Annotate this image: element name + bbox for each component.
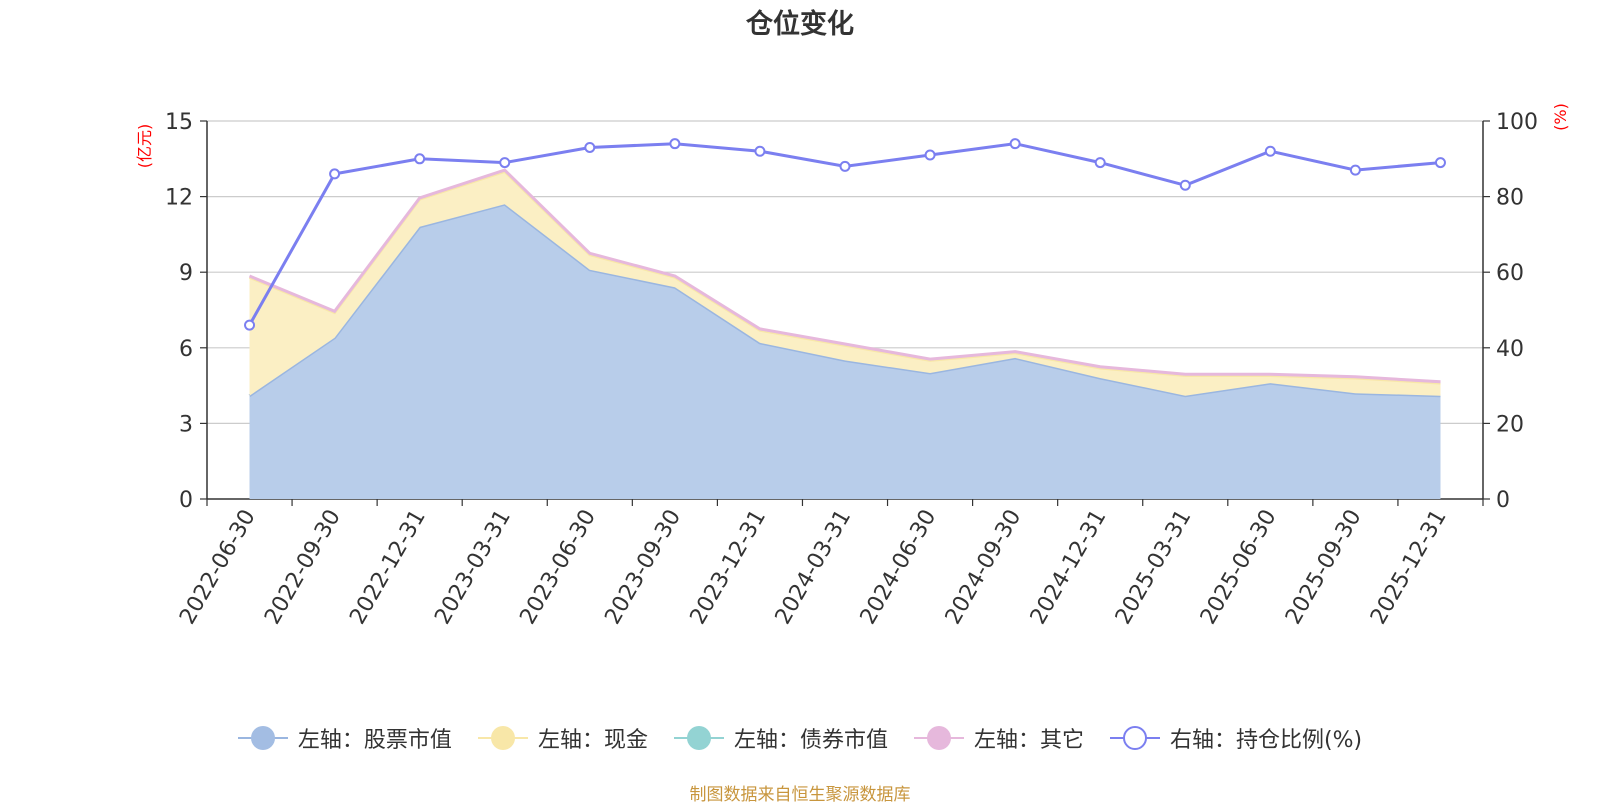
- legend-item[interactable]: 左轴：股票市值: [237, 722, 452, 754]
- legend-swatch-icon: [1109, 725, 1160, 751]
- legend-label: 左轴：股票市值: [297, 728, 452, 753]
- legend-item[interactable]: 左轴：债券市值: [673, 722, 888, 754]
- right-tick-label: 40: [1496, 337, 1524, 362]
- legend-swatch-icon: [237, 725, 288, 751]
- legend-item[interactable]: 左轴：现金: [477, 722, 648, 754]
- x-tick-label: 2023-12-31: [686, 506, 772, 629]
- position-ratio-point: [1094, 157, 1106, 169]
- legend-label: 左轴：其它: [973, 728, 1084, 753]
- x-tick-label: 2025-03-31: [1111, 506, 1197, 629]
- position-ratio-point: [924, 149, 936, 161]
- right-tick-label: 0: [1496, 488, 1510, 513]
- x-tick-label: 2024-09-30: [941, 506, 1027, 629]
- legend-item[interactable]: 右轴：持仓比例(%): [1109, 722, 1363, 754]
- x-tick-label: 2024-06-30: [856, 506, 942, 629]
- position-ratio-point: [1009, 138, 1021, 150]
- left-tick-label: 3: [179, 412, 193, 437]
- position-ratio-point: [499, 157, 511, 169]
- area-line-4: [248, 168, 1441, 384]
- x-tick-label: 2023-03-31: [430, 506, 516, 629]
- left-tick-label: 15: [165, 110, 193, 135]
- left-axis-unit-label: (亿元): [135, 124, 154, 169]
- x-tick-label: 2025-09-30: [1281, 506, 1367, 629]
- x-tick-label: 2024-12-31: [1026, 506, 1112, 629]
- right-tick-label: 60: [1496, 261, 1524, 286]
- x-tick-label: 2024-03-31: [771, 506, 857, 629]
- position-ratio-point: [584, 141, 596, 153]
- legend-label: 左轴：现金: [537, 728, 648, 753]
- right-axis-unit-label: (%): [1551, 103, 1570, 131]
- legend-label: 左轴：债券市值: [733, 728, 888, 753]
- legend-swatch-icon: [477, 725, 528, 751]
- position-ratio-point: [754, 145, 766, 157]
- position-ratio-point: [839, 160, 851, 172]
- position-ratio-point: [1264, 145, 1276, 157]
- data-source-note: 制图数据来自恒生聚源数据库: [689, 785, 911, 805]
- chart-legend: 左轴：股票市值 左轴：现金 左轴：债券市值 左轴：其它 右轴：持仓比例(%): [0, 722, 1600, 754]
- area-2: [249, 171, 1441, 396]
- legend-item[interactable]: 左轴：其它: [913, 722, 1084, 754]
- left-tick-label: 0: [179, 488, 193, 513]
- x-tick-label: 2022-12-31: [345, 506, 431, 629]
- legend-swatch-icon: [913, 725, 964, 751]
- x-tick-label: 2023-06-30: [515, 506, 601, 629]
- right-tick-label: 20: [1496, 412, 1524, 437]
- chart-title: 仓位变化: [746, 9, 854, 40]
- left-tick-label: 6: [179, 337, 193, 362]
- position-ratio-point: [1349, 164, 1361, 176]
- right-tick-label: 100: [1496, 110, 1538, 135]
- position-ratio-point: [1434, 157, 1446, 169]
- legend-label: 右轴：持仓比例(%): [1169, 728, 1363, 753]
- position-ratio-point: [1179, 179, 1191, 191]
- position-ratio-point: [414, 153, 426, 165]
- x-tick-label: 2025-06-30: [1196, 506, 1282, 629]
- left-tick-label: 12: [165, 186, 193, 211]
- x-tick-label: 2022-09-30: [260, 506, 346, 629]
- position-ratio-point: [669, 138, 681, 150]
- area-1: [249, 204, 1441, 499]
- legend-swatch-icon: [673, 725, 724, 751]
- position-ratio-point: [329, 168, 341, 180]
- left-tick-label: 9: [179, 261, 193, 286]
- x-tick-label: 2022-06-30: [175, 506, 261, 629]
- x-tick-label: 2023-09-30: [600, 506, 686, 629]
- right-tick-label: 80: [1496, 186, 1524, 211]
- position-ratio-point: [244, 319, 256, 331]
- x-tick-label: 2025-12-31: [1366, 506, 1452, 629]
